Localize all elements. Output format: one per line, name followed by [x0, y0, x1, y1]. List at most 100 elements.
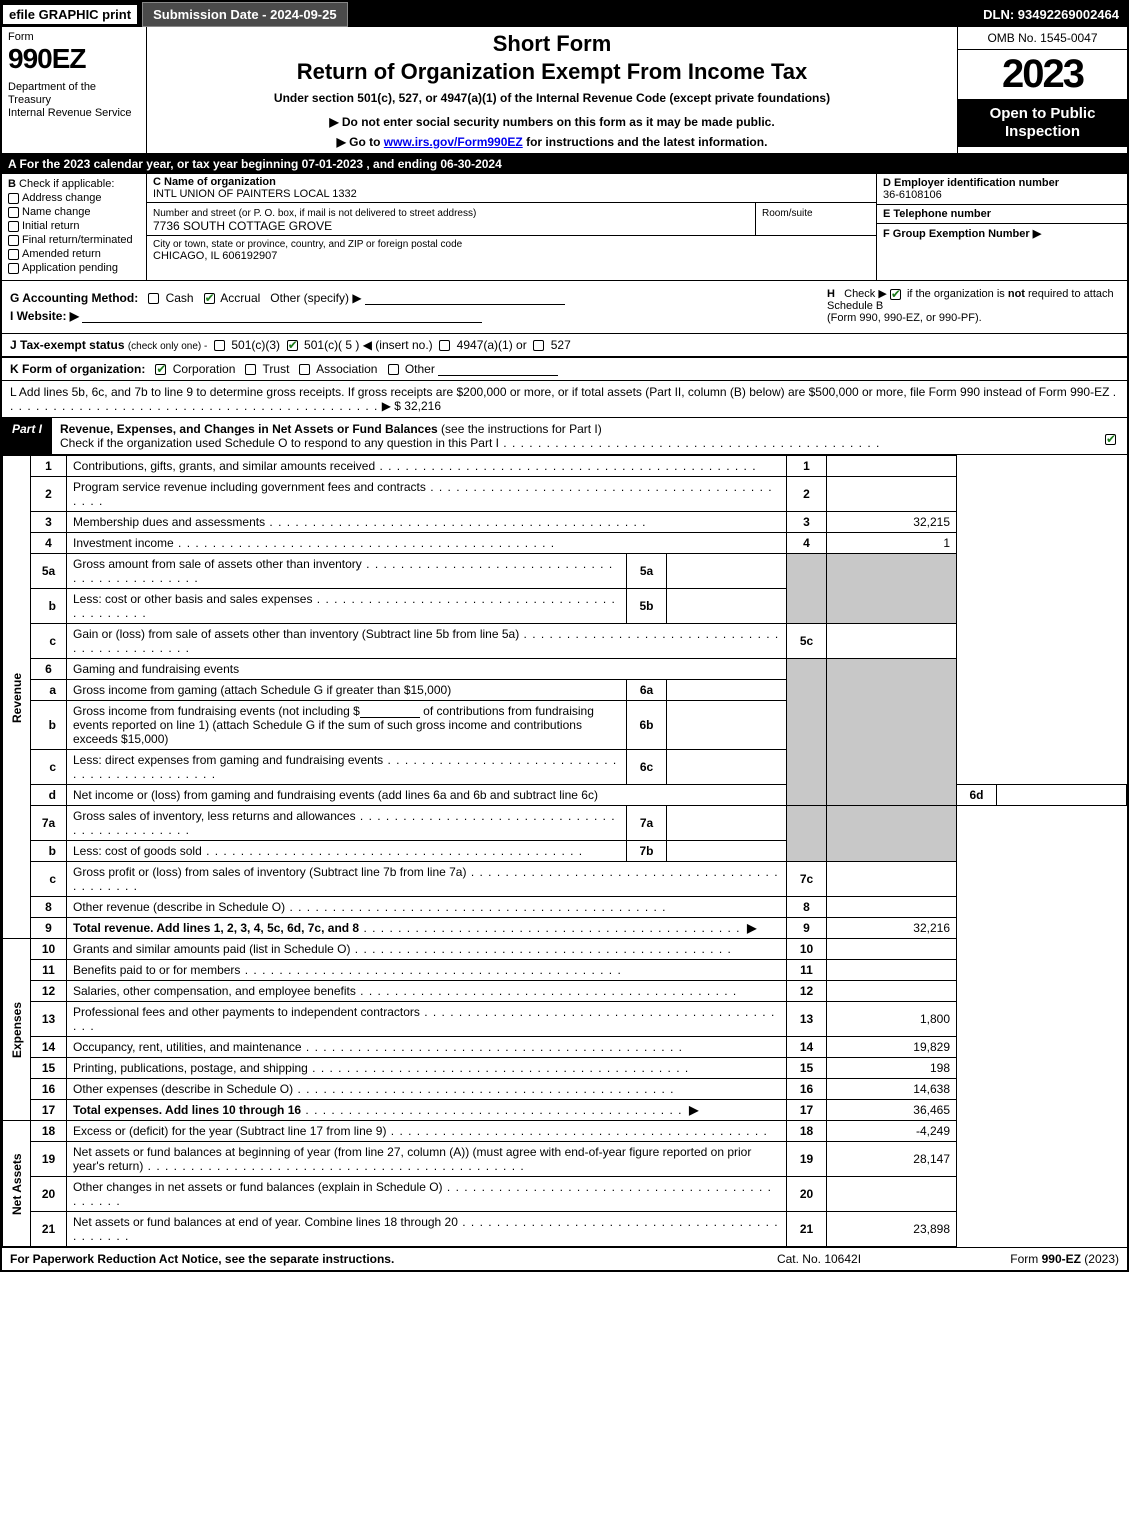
- line-amount: 19,829: [827, 1037, 957, 1058]
- line-num: 9: [31, 918, 67, 939]
- line-desc-text: Gain or (loss) from sale of assets other…: [73, 627, 519, 641]
- part-1-title-rest: (see the instructions for Part I): [438, 422, 602, 436]
- checkbox-icon[interactable]: [8, 193, 19, 204]
- line-desc: Printing, publications, postage, and shi…: [67, 1058, 787, 1079]
- opt-4947a1: 4947(a)(1) or: [457, 338, 527, 352]
- goto-instructions: ▶ Go to www.irs.gov/Form990EZ for instru…: [157, 135, 947, 149]
- sub-code: 6c: [627, 750, 667, 785]
- line-6d: d Net income or (loss) from gaming and f…: [3, 785, 1127, 806]
- checkbox-icon[interactable]: [245, 364, 256, 375]
- checkbox-icon[interactable]: [8, 263, 19, 274]
- line-desc-text: Printing, publications, postage, and shi…: [73, 1061, 308, 1075]
- form-990ez-page: efile GRAPHIC print Submission Date - 20…: [0, 0, 1129, 1272]
- row-h-text2: if the organization is: [907, 288, 1008, 300]
- line-6: 6 Gaming and fundraising events: [3, 659, 1127, 680]
- line-amount: [827, 456, 957, 477]
- line-5b: b Less: cost or other basis and sales ex…: [3, 589, 1127, 624]
- line-desc: Total expenses. Add lines 10 through 16 …: [67, 1100, 787, 1121]
- city-value: CHICAGO, IL 606192907: [153, 250, 277, 262]
- irs-link[interactable]: www.irs.gov/Form990EZ: [384, 135, 523, 149]
- website-input[interactable]: [82, 311, 482, 323]
- line-code: 17: [787, 1100, 827, 1121]
- chk-initial-return: Initial return: [8, 220, 140, 232]
- section-ghi: G Accounting Method: Cash Accrual Other …: [2, 281, 1127, 334]
- checkbox-icon[interactable]: [214, 340, 225, 351]
- line-6a: a Gross income from gaming (attach Sched…: [3, 680, 1127, 701]
- dots-icon: [240, 963, 621, 977]
- line-5c: c Gain or (loss) from sale of assets oth…: [3, 624, 1127, 659]
- line-amount: 198: [827, 1058, 957, 1079]
- line-desc-text: Total revenue. Add lines 1, 2, 3, 4, 5c,…: [73, 921, 359, 935]
- line-17: 17 Total expenses. Add lines 10 through …: [3, 1100, 1127, 1121]
- line-desc: Gross income from gaming (attach Schedul…: [67, 680, 627, 701]
- checkbox-icon[interactable]: [890, 289, 901, 300]
- line-code: 8: [787, 897, 827, 918]
- chk-address-change: Address change: [8, 192, 140, 204]
- line-amount: 32,215: [827, 512, 957, 533]
- line-code: 10: [787, 939, 827, 960]
- line-desc-text: Contributions, gifts, grants, and simila…: [73, 459, 375, 473]
- line-6c: c Less: direct expenses from gaming and …: [3, 750, 1127, 785]
- row-k-label: K Form of organization:: [10, 362, 145, 376]
- row-j: J Tax-exempt status (check only one) - 5…: [2, 334, 1127, 358]
- line-num: c: [31, 862, 67, 897]
- sub-code: 6a: [627, 680, 667, 701]
- opt-corporation: Corporation: [173, 362, 236, 376]
- line-num: 11: [31, 960, 67, 981]
- checkbox-icon[interactable]: [8, 207, 19, 218]
- ssn-warning: ▶ Do not enter social security numbers o…: [157, 115, 947, 129]
- line-num: 21: [31, 1212, 67, 1247]
- row-a-tax-year: A For the 2023 calendar year, or tax yea…: [2, 154, 1127, 174]
- dots-icon: [308, 1061, 689, 1075]
- checkbox-icon[interactable]: [287, 340, 298, 351]
- checkbox-icon[interactable]: [8, 249, 19, 260]
- checkbox-icon[interactable]: [204, 293, 215, 304]
- checkbox-icon[interactable]: [8, 235, 19, 246]
- form-footer-year: (2023): [1081, 1252, 1119, 1266]
- other-org-input[interactable]: [438, 364, 558, 376]
- line-6b: b Gross income from fundraising events (…: [3, 701, 1127, 750]
- line-code: 2: [787, 477, 827, 512]
- checkbox-icon[interactable]: [1105, 434, 1116, 445]
- line-desc: Total revenue. Add lines 1, 2, 3, 4, 5c,…: [67, 918, 787, 939]
- line-desc-text: Grants and similar amounts paid (list in…: [73, 942, 350, 956]
- section-c: C Name of organization INTL UNION OF PAI…: [147, 174, 877, 280]
- line-desc: Occupancy, rent, utilities, and maintena…: [67, 1037, 787, 1058]
- ein-value: 36-6108106: [883, 189, 942, 201]
- other-specify-input[interactable]: [365, 293, 565, 305]
- checkbox-icon[interactable]: [533, 340, 544, 351]
- sub-amount: [667, 806, 787, 841]
- line-amount: 1,800: [827, 1002, 957, 1037]
- line-amount: [827, 624, 957, 659]
- opt-cash: Cash: [166, 291, 194, 305]
- sub-amount: [667, 841, 787, 862]
- line-7c: c Gross profit or (loss) from sales of i…: [3, 862, 1127, 897]
- part-1-check-text: Check if the organization used Schedule …: [60, 436, 499, 450]
- line-desc-text: Professional fees and other payments to …: [73, 1005, 420, 1019]
- line-num: 12: [31, 981, 67, 1002]
- checkbox-icon[interactable]: [155, 364, 166, 375]
- line-amount: [827, 862, 957, 897]
- subtitle: Under section 501(c), 527, or 4947(a)(1)…: [157, 91, 947, 105]
- shaded-cell: [827, 806, 957, 862]
- checkbox-icon[interactable]: [388, 364, 399, 375]
- line-code: 21: [787, 1212, 827, 1247]
- org-name-value: INTL UNION OF PAINTERS LOCAL 1332: [153, 188, 357, 200]
- sub-code: 7a: [627, 806, 667, 841]
- line-10: Expenses 10 Grants and similar amounts p…: [3, 939, 1127, 960]
- checkbox-icon[interactable]: [148, 293, 159, 304]
- arrow-icon: ▶: [747, 921, 756, 935]
- checkbox-icon[interactable]: [299, 364, 310, 375]
- opt-other: Other (specify) ▶: [270, 291, 361, 305]
- line-num: d: [31, 785, 67, 806]
- line-desc: Other revenue (describe in Schedule O): [67, 897, 787, 918]
- opt-trust: Trust: [263, 362, 290, 376]
- line-desc: Excess or (deficit) for the year (Subtra…: [67, 1121, 787, 1142]
- chk-final-return: Final return/terminated: [8, 234, 140, 246]
- checkbox-icon[interactable]: [8, 221, 19, 232]
- return-title: Return of Organization Exempt From Incom…: [157, 59, 947, 85]
- contrib-amount-input[interactable]: [360, 706, 420, 718]
- cat-no: Cat. No. 10642I: [719, 1252, 919, 1266]
- checkbox-icon[interactable]: [439, 340, 450, 351]
- section-b-label: B: [8, 178, 16, 190]
